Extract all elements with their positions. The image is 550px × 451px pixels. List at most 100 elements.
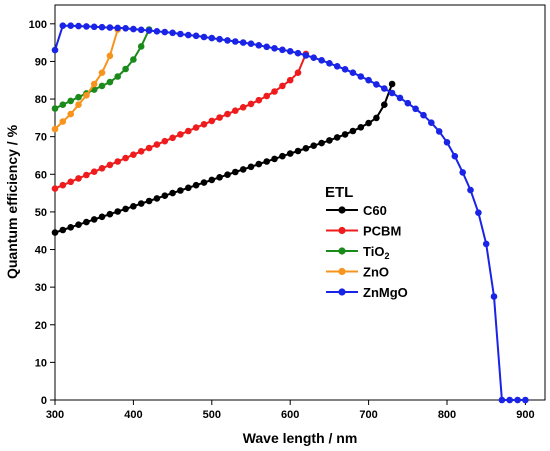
data-point-pcbm <box>200 121 208 128</box>
data-point-znmgo <box>412 105 419 113</box>
data-point-tio2 <box>67 97 74 105</box>
data-point-znmgo <box>114 24 121 32</box>
data-point-pcbm <box>208 117 216 125</box>
series-c60 <box>51 80 396 236</box>
data-point-pcbm <box>192 124 200 131</box>
data-point-pcbm <box>224 110 231 118</box>
x-tick-label: 900 <box>516 409 534 421</box>
data-point-znmgo <box>192 32 200 40</box>
data-point-znmgo <box>224 37 231 44</box>
data-point-znmgo <box>232 38 239 45</box>
data-point-c60 <box>365 119 372 127</box>
data-point-tio2 <box>51 105 59 112</box>
data-point-znmgo <box>286 48 294 55</box>
x-tick-label: 400 <box>124 409 142 421</box>
data-point-znmgo <box>506 396 513 404</box>
data-point-c60 <box>310 142 318 149</box>
data-point-znmgo <box>153 28 161 35</box>
legend-item-pcbm: PCBM <box>326 224 401 239</box>
data-point-zno <box>51 125 59 133</box>
data-point-pcbm <box>294 69 302 76</box>
data-point-znmgo <box>263 43 271 51</box>
legend-swatch-marker <box>338 267 346 276</box>
data-point-pcbm <box>286 76 294 84</box>
series-tio2 <box>51 26 153 112</box>
data-point-pcbm <box>114 158 121 165</box>
series-line-tio2 <box>54 29 151 110</box>
data-point-c60 <box>224 171 231 178</box>
data-point-znmgo <box>349 69 357 76</box>
data-point-znmgo <box>420 111 427 119</box>
data-point-pcbm <box>83 171 90 179</box>
y-tick-label: 40 <box>35 245 47 257</box>
data-point-pcbm <box>169 134 176 142</box>
data-point-c60 <box>185 184 192 192</box>
data-point-pcbm <box>137 148 145 155</box>
legend-swatch-marker <box>338 247 346 255</box>
data-point-znmgo <box>498 396 506 404</box>
data-point-znmgo <box>67 22 74 30</box>
data-point-znmgo <box>90 23 98 31</box>
data-point-c60 <box>232 168 239 176</box>
data-point-pcbm <box>177 131 184 138</box>
data-point-pcbm <box>263 92 271 100</box>
data-point-tio2 <box>75 93 82 101</box>
data-point-znmgo <box>388 89 396 97</box>
data-point-znmgo <box>302 52 310 59</box>
data-point-c60 <box>357 124 365 131</box>
data-point-c60 <box>200 179 208 186</box>
data-point-pcbm <box>247 100 255 108</box>
y-tick-label: 90 <box>35 56 47 68</box>
data-point-znmgo <box>396 94 404 102</box>
data-point-zno <box>106 52 114 60</box>
data-point-c60 <box>341 131 349 138</box>
data-point-c60 <box>161 192 169 199</box>
plot-frame <box>54 4 546 401</box>
data-point-pcbm <box>51 185 59 192</box>
data-point-znmgo <box>185 31 192 39</box>
data-point-znmgo <box>341 66 349 73</box>
series-znmgo <box>51 22 529 404</box>
y-tick-label: 30 <box>35 282 47 294</box>
y-tick-label: 70 <box>35 132 47 144</box>
data-point-pcbm <box>216 114 223 121</box>
data-point-znmgo <box>318 57 325 64</box>
legend-label-subscript: 2 <box>384 251 389 261</box>
x-tick-label: 800 <box>438 409 456 421</box>
data-point-znmgo <box>357 73 365 80</box>
legend-item-znmgo: ZnMgO <box>326 285 408 300</box>
x-tick-label: 600 <box>281 409 299 421</box>
data-point-zno <box>98 69 106 76</box>
series-line-pcbm <box>54 53 307 190</box>
data-point-c60 <box>388 80 396 88</box>
y-tick-label: 80 <box>35 94 47 106</box>
data-point-tio2 <box>130 56 137 63</box>
data-point-znmgo <box>98 23 106 31</box>
data-point-znmgo <box>200 33 208 41</box>
data-point-znmgo <box>59 22 67 30</box>
series-layer <box>51 22 529 404</box>
data-point-znmgo <box>247 40 255 47</box>
data-point-c60 <box>67 224 74 231</box>
data-point-znmgo <box>75 22 82 30</box>
data-point-c60 <box>349 127 357 135</box>
data-point-c60 <box>169 189 176 197</box>
data-point-znmgo <box>130 25 137 33</box>
data-point-c60 <box>51 229 59 236</box>
data-point-znmgo <box>443 139 451 146</box>
data-point-znmgo <box>177 30 184 38</box>
data-point-znmgo <box>137 26 145 34</box>
y-tick-label: 20 <box>35 320 47 332</box>
legend-swatch-marker <box>338 206 346 214</box>
data-point-pcbm <box>161 137 169 145</box>
data-point-znmgo <box>333 63 341 70</box>
data-point-znmgo <box>365 76 372 84</box>
legend-label: ZnO <box>363 265 389 280</box>
data-point-pcbm <box>122 154 129 162</box>
y-tick-label: 0 <box>41 395 47 407</box>
data-point-znmgo <box>404 99 412 107</box>
legend-label: TiO2 <box>363 244 389 261</box>
data-point-znmgo <box>294 49 302 57</box>
legend-swatch-marker <box>338 226 346 235</box>
data-point-znmgo <box>208 34 216 42</box>
